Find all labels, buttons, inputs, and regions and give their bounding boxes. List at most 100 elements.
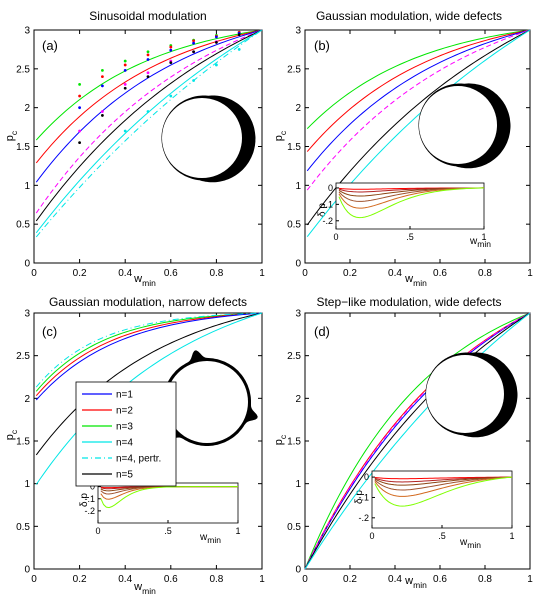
panel-b-label: (b) [314,38,330,53]
panel-a-marker-n1-5 [192,41,196,45]
panel-a-ytick-label-0: 0 [24,259,30,270]
panel-b-inset-xtick-label-1: .5 [406,232,414,242]
panel-a-xtick-label-1: 0.2 [73,268,87,279]
panel-a-ytick-label-6: 3 [24,26,30,37]
panel-d-inset-ylabel: δ p [354,490,365,504]
panel-a-title: Sinusoidal modulation [89,9,206,23]
panel-a-xtick-label-2: 0.4 [118,268,132,279]
panel-a-marker-n1-6 [215,35,218,39]
legend-label-n2: n=2 [116,406,133,417]
panel-c-series-n3 [35,312,263,392]
panel-a-marker-n3-0 [78,82,81,86]
panel-a-marker-n4-1 [146,110,150,113]
panel-b-ytick-label-3: 1.5 [287,142,301,153]
panel-d-inset-curve-3 [374,476,513,491]
panel-c-inset-ytick-label-2: -.2 [84,506,95,516]
panel-c-series-n4 [35,312,263,485]
panel-a-marker-n1-3 [146,58,150,61]
panel-b-inset-ylabel: δ p [317,203,328,217]
panel-c-ylabel: pc [4,429,19,440]
panel-d-ytick-label-3: 1.5 [287,437,301,448]
panel-a-label: (a) [42,38,58,53]
panel-a-marker-n3-3 [146,50,150,54]
panel-d-inset-ytick-label-0: 0 [364,472,369,482]
panel-b-inset-curve-5 [338,187,485,219]
panel-a-ytick-label-1: 0.5 [16,220,30,231]
panel-b-xlabel: wmin [404,273,427,288]
panel-d-title: Step−like modulation, wide defects [316,295,501,309]
panel-d-series-pink_dashed [304,312,531,570]
panel-c-xtick-label-2: 0.4 [118,574,132,585]
panel-c-inset-xtick-label-1: .5 [164,526,172,536]
panel-c-ytick-label-4: 2 [24,394,30,405]
panel-b-inset-frame [335,182,485,230]
panel-d-series-n5 [304,312,531,570]
panel-d-shape-interior [426,355,504,433]
panel-c-inset-ytick-label-1: -.1 [84,494,95,504]
panel-c-series-n4_pertr [35,312,263,388]
panel-d-inset-curve-4 [374,476,513,497]
panel-a-marker-pink_dashed-3 [146,71,150,75]
legend-label-n4_pertr: n=4, pertr. [116,454,161,465]
panel-d-inset-curve-5 [374,476,513,507]
panel-b-inset-ytick-label-2: -.2 [322,216,333,226]
panel-a-marker-n4-4 [215,63,218,67]
panel-a-ytick-label-3: 1.5 [16,142,30,153]
panel-a-ytick-label-2: 1 [24,181,30,192]
panel-d-xtick-label-4: 0.8 [478,574,492,585]
panel-d-inset-ytick-label-2: -.2 [358,513,369,523]
panel-a-marker-n5-6 [215,41,218,44]
panel-c-xtick-label-3: 0.6 [164,574,178,585]
panel-c-ytick-label-5: 2.5 [16,351,30,362]
panel-d-axes-frame [304,312,531,570]
panel-a-marker-pink_dashed-0 [78,129,81,133]
panel-d-inset-xtick-label-2: 1 [509,531,514,541]
panel-b-ytick-label-5: 2.5 [287,64,301,75]
panel-b-ytick-label-1: 0.5 [287,220,301,231]
panel-c-xtick-label-4: 0.8 [209,574,223,585]
panel-c-inset-xlabel: wmin [199,532,221,545]
panel-b-series-pink_dashed [306,29,531,191]
panel-a-marker-n2-0 [78,94,81,98]
panel-a-marker-n1-4 [169,48,173,52]
panel-a-marker-n5-1 [101,114,104,117]
panel-c-ytick-label-3: 1.5 [16,437,30,448]
legend-box [75,381,177,487]
panel-a-marker-n2-1 [101,75,104,78]
panel-a-shape-interior [162,98,242,178]
panel-a-series-n5 [35,29,263,222]
panel-a-marker-n1-2 [123,68,127,72]
panel-c-ytick-label-1: 0.5 [16,522,30,533]
panel-b-inset-ytick-label-0: 0 [328,183,333,193]
panel-d-series-n2 [304,312,531,570]
panel-a-marker-n4-2 [169,94,173,98]
panel-d-xlabel: wmin [404,575,427,590]
panel-b-shape-interior [419,86,497,164]
panel-c-inset-frame [97,482,239,524]
panel-d-ytick-label-2: 1 [295,479,301,490]
panel-b-xtick-label-5: 1 [527,268,533,279]
panel-d-xtick-label-0: 0 [302,574,308,585]
panel-d-inset-xtick-label-0: 0 [369,531,374,541]
panel-a-marker-pink_dashed-2 [123,82,127,86]
panel-a-xtick-label-0: 0 [31,268,37,279]
panel-d-series-n3 [304,312,531,570]
panel-d-inset-ytick-label-1: -.1 [358,492,369,502]
chart-marks: 0 0.2 0.4 0.6 0.8 100.511.522.530 0.2 0.4 0.6 0.8… [16,26,533,586]
panel-c-xtick-label-1: 0.2 [73,574,87,585]
panel-d-inset-xtick-label-1: .5 [438,531,446,541]
panel-d-xtick-label-2: 0.4 [388,574,402,585]
panel-c-xlabel: wmin [133,581,156,596]
panel-a-xtick-label-4: 0.8 [209,268,223,279]
panel-a-marker-n2-2 [123,63,127,67]
panel-b-ytick-label-0: 0 [295,259,301,270]
panel-c-inset-curve-5 [100,486,238,509]
panel-c-xtick-label-0: 0 [31,574,37,585]
panel-a-xlabel: wmin [133,273,156,288]
panel-b-inset-ytick-label-1: -.1 [322,199,333,209]
panel-c-ytick-label-2: 1 [24,479,30,490]
panel-a-ylabel: pc [4,130,19,141]
panel-d-series-n4 [304,312,531,570]
legend-label-n1: n=1 [116,390,133,401]
